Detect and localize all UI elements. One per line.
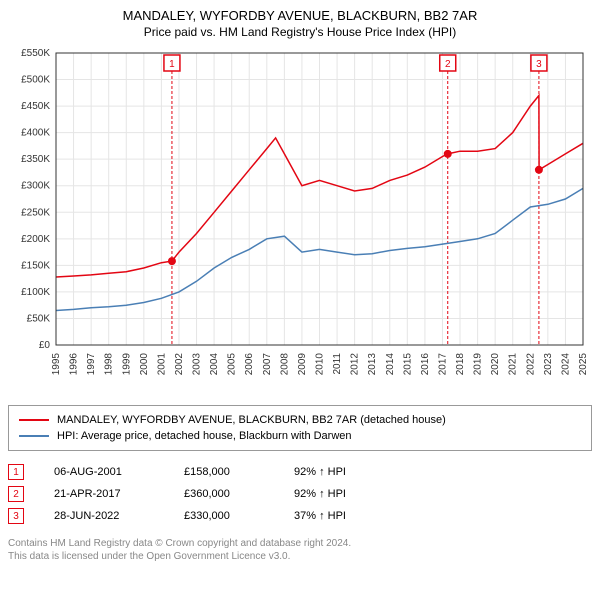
y-tick-label: £400K <box>21 128 50 139</box>
x-tick-label: 1996 <box>69 353 80 376</box>
x-tick-label: 1995 <box>51 353 62 376</box>
data-table: 1 06-AUG-2001 £158,000 92% ↑ HPI 2 21-APR-201… <box>8 461 592 527</box>
chart-svg: £0 £50K £100K £150K £200K £250K £300K £350K £400… <box>8 45 592 395</box>
data-point-pct: 37% ↑ HPI <box>294 510 394 522</box>
x-tick-label: 2016 <box>420 353 431 376</box>
footer-line1: Contains HM Land Registry data © Crown c… <box>8 537 592 550</box>
x-tick-label: 2024 <box>560 353 571 376</box>
footer-text: Contains HM Land Registry data © Crown c… <box>8 537 592 563</box>
y-tick-label: £500K <box>21 75 50 86</box>
marker-number: 1 <box>169 59 175 70</box>
x-tick-label: 2006 <box>244 353 255 376</box>
x-tick-label: 2014 <box>385 353 396 376</box>
chart-container: MANDALEY, WYFORDBY AVENUE, BLACKBURN, BB… <box>8 8 592 563</box>
data-point-date: 21-APR-2017 <box>54 488 154 500</box>
data-point-row: 1 06-AUG-2001 £158,000 92% ↑ HPI <box>8 461 592 483</box>
plot-area: £0 £50K £100K £150K £200K £250K £300K £350K £400… <box>8 45 592 395</box>
legend-item: HPI: Average price, detached house, Blac… <box>19 428 581 444</box>
legend-box: MANDALEY, WYFORDBY AVENUE, BLACKBURN, BB… <box>8 405 592 451</box>
x-tick-label: 2000 <box>139 353 150 376</box>
legend-swatch <box>19 435 49 437</box>
x-tick-label: 2020 <box>490 353 501 376</box>
legend-item: MANDALEY, WYFORDBY AVENUE, BLACKBURN, BB… <box>19 412 581 428</box>
x-tick-label: 2005 <box>227 353 238 376</box>
y-tick-label: £0 <box>39 340 51 351</box>
legend-label: MANDALEY, WYFORDBY AVENUE, BLACKBURN, BB… <box>57 414 446 426</box>
y-tick-label: £200K <box>21 234 50 245</box>
y-tick-label: £150K <box>21 260 50 271</box>
x-tick-label: 2012 <box>350 353 361 376</box>
data-point-row: 3 28-JUN-2022 £330,000 37% ↑ HPI <box>8 505 592 527</box>
chart-subtitle: Price paid vs. HM Land Registry's House … <box>8 25 592 39</box>
x-tick-label: 2019 <box>473 353 484 376</box>
y-tick-label: £100K <box>21 287 50 298</box>
data-point-row: 2 21-APR-2017 £360,000 92% ↑ HPI <box>8 483 592 505</box>
x-tick-label: 2022 <box>525 353 536 376</box>
marker-dot <box>535 166 543 174</box>
footer-line2: This data is licensed under the Open Gov… <box>8 550 592 563</box>
x-tick-label: 1997 <box>86 353 97 376</box>
data-point-date: 28-JUN-2022 <box>54 510 154 522</box>
legend-label: HPI: Average price, detached house, Blac… <box>57 430 352 442</box>
marker-dot <box>168 257 176 265</box>
y-tick-label: £250K <box>21 207 50 218</box>
x-tick-label: 2015 <box>402 353 413 376</box>
marker-number: 2 <box>445 59 451 70</box>
data-point-marker: 3 <box>8 508 24 524</box>
x-tick-label: 2007 <box>262 353 273 376</box>
y-tick-label: £350K <box>21 154 50 165</box>
x-tick-label: 2018 <box>455 353 466 376</box>
y-tick-label: £300K <box>21 181 50 192</box>
chart-title: MANDALEY, WYFORDBY AVENUE, BLACKBURN, BB… <box>8 8 592 23</box>
x-tick-label: 2003 <box>192 353 203 376</box>
x-tick-label: 1999 <box>121 353 132 376</box>
x-tick-label: 2021 <box>508 353 519 376</box>
x-tick-label: 2025 <box>578 353 589 376</box>
x-tick-label: 2017 <box>437 353 448 376</box>
data-point-pct: 92% ↑ HPI <box>294 466 394 478</box>
x-tick-label: 2011 <box>332 353 343 375</box>
y-tick-label: £450K <box>21 101 50 112</box>
x-tick-label: 2004 <box>209 353 220 376</box>
data-point-price: £158,000 <box>184 466 264 478</box>
title-block: MANDALEY, WYFORDBY AVENUE, BLACKBURN, BB… <box>8 8 592 39</box>
y-tick-label: £550K <box>21 48 50 59</box>
marker-dot <box>444 150 452 158</box>
x-tick-label: 2001 <box>156 353 167 376</box>
x-tick-label: 2009 <box>297 353 308 376</box>
x-tick-label: 2010 <box>315 353 326 376</box>
marker-number: 3 <box>536 59 542 70</box>
y-tick-label: £50K <box>27 313 51 324</box>
x-tick-label: 2023 <box>543 353 554 376</box>
data-point-pct: 92% ↑ HPI <box>294 488 394 500</box>
x-tick-label: 2013 <box>367 353 378 376</box>
x-tick-label: 2002 <box>174 353 185 376</box>
legend-swatch <box>19 419 49 421</box>
data-point-price: £360,000 <box>184 488 264 500</box>
x-tick-label: 1998 <box>104 353 115 376</box>
data-point-marker: 1 <box>8 464 24 480</box>
data-point-date: 06-AUG-2001 <box>54 466 154 478</box>
x-tick-label: 2008 <box>279 353 290 376</box>
data-point-price: £330,000 <box>184 510 264 522</box>
data-point-marker: 2 <box>8 486 24 502</box>
